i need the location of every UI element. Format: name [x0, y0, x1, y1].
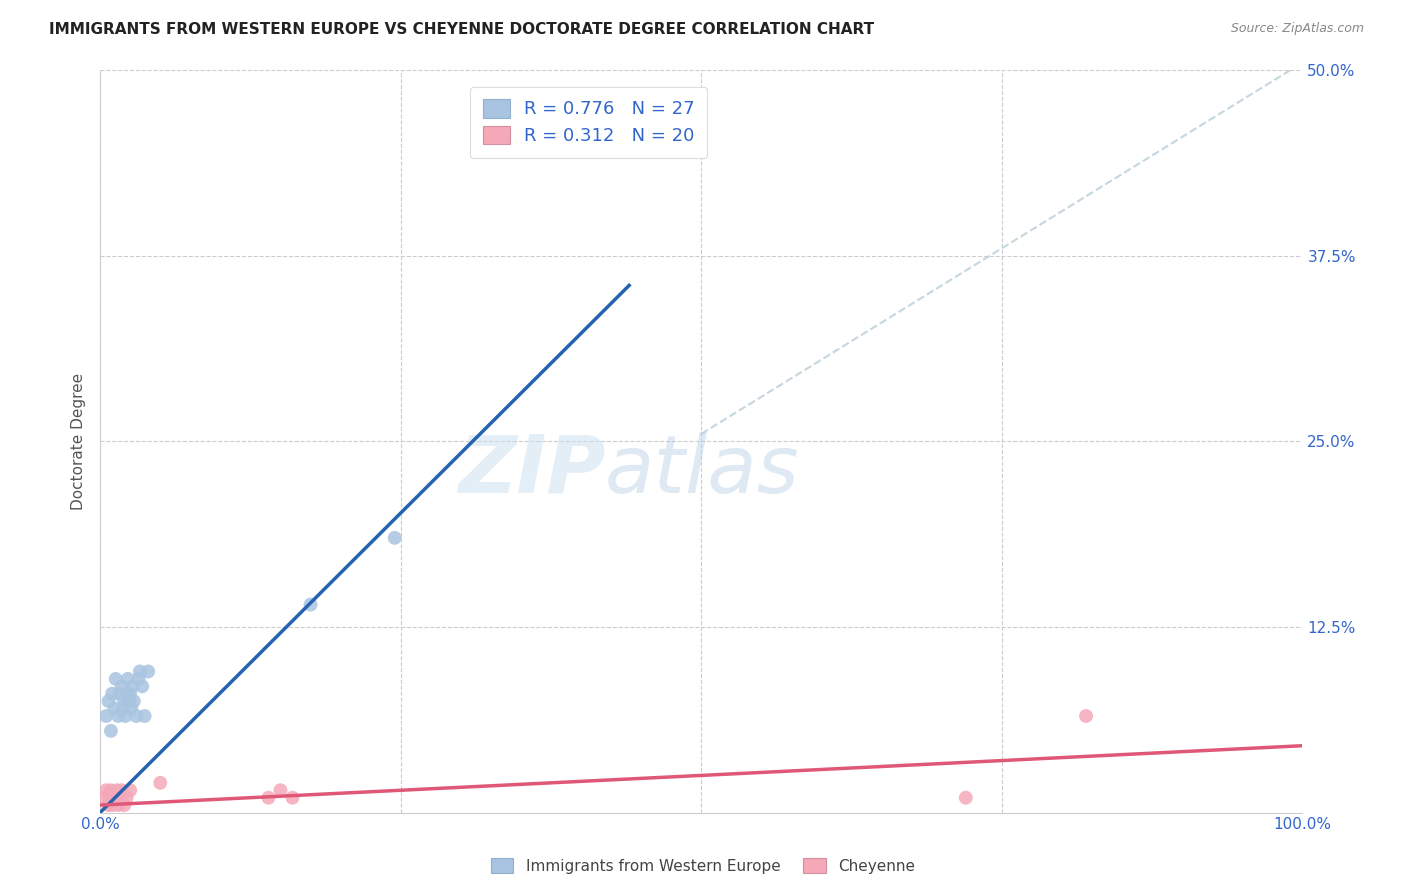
- Point: [110, 790, 132, 805]
- Point: [93, 790, 115, 805]
- Point: [107, 798, 129, 813]
- Point: [115, 790, 138, 805]
- Point: [125, 709, 148, 723]
- Point: [299, 598, 322, 612]
- Point: [112, 798, 135, 813]
- Point: [955, 790, 977, 805]
- Point: [97, 798, 120, 813]
- Point: [1074, 709, 1097, 723]
- Point: [384, 531, 406, 545]
- Point: [105, 783, 128, 797]
- Text: atlas: atlas: [605, 432, 800, 510]
- Point: [114, 709, 136, 723]
- Point: [120, 701, 142, 715]
- Legend: R = 0.776   N = 27, R = 0.312   N = 20: R = 0.776 N = 27, R = 0.312 N = 20: [470, 87, 707, 158]
- Point: [101, 687, 124, 701]
- Point: [100, 723, 122, 738]
- Point: [115, 687, 138, 701]
- Point: [118, 694, 141, 708]
- Point: [117, 672, 139, 686]
- Text: ZIP: ZIP: [458, 432, 605, 510]
- Legend: Immigrants from Western Europe, Cheyenne: Immigrants from Western Europe, Cheyenne: [485, 852, 921, 880]
- Point: [120, 783, 142, 797]
- Point: [103, 790, 125, 805]
- Point: [97, 694, 120, 708]
- Point: [103, 701, 125, 715]
- Text: IMMIGRANTS FROM WESTERN EUROPE VS CHEYENNE DOCTORATE DEGREE CORRELATION CHART: IMMIGRANTS FROM WESTERN EUROPE VS CHEYEN…: [49, 22, 875, 37]
- Point: [94, 709, 117, 723]
- Point: [281, 790, 304, 805]
- Point: [131, 679, 153, 693]
- Point: [122, 694, 145, 708]
- Y-axis label: Doctorate Degree: Doctorate Degree: [72, 373, 86, 510]
- Point: [112, 694, 135, 708]
- Point: [94, 783, 117, 797]
- Point: [108, 687, 131, 701]
- Point: [111, 701, 134, 715]
- Point: [111, 783, 134, 797]
- Point: [136, 665, 159, 679]
- Point: [104, 672, 127, 686]
- Point: [128, 672, 150, 686]
- Point: [128, 665, 150, 679]
- Point: [121, 679, 143, 693]
- Point: [98, 790, 121, 805]
- Point: [107, 709, 129, 723]
- Point: [257, 790, 280, 805]
- Point: [269, 783, 291, 797]
- Point: [120, 687, 142, 701]
- Point: [100, 783, 122, 797]
- Text: Source: ZipAtlas.com: Source: ZipAtlas.com: [1230, 22, 1364, 36]
- Point: [134, 709, 156, 723]
- Point: [111, 679, 134, 693]
- Point: [101, 798, 124, 813]
- Point: [149, 776, 172, 790]
